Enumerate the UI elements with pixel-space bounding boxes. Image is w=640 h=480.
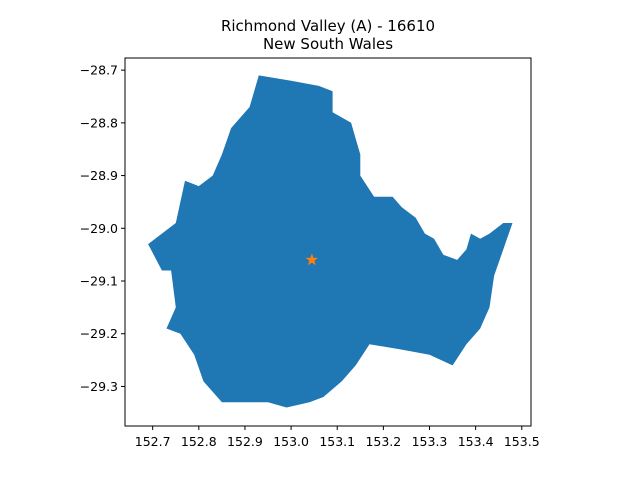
y-tick-label: −28.7 xyxy=(80,63,118,78)
x-tick-label: 153.2 xyxy=(365,434,401,449)
x-tick-label: 153.5 xyxy=(504,434,540,449)
x-tick-label: 153.1 xyxy=(319,434,355,449)
y-tick-label: −29.3 xyxy=(80,379,118,394)
map-title: Richmond Valley (A) - 16610 xyxy=(221,17,435,35)
x-tick-label: 152.7 xyxy=(135,434,171,449)
y-tick-label: −28.9 xyxy=(80,168,118,183)
y-tick-label: −29.1 xyxy=(80,274,118,289)
region-polygon xyxy=(148,75,513,408)
x-tick-label: 152.9 xyxy=(227,434,263,449)
x-axis: 152.7 152.8 152.9 153.0 153.1 153.2 153.3 153.4… xyxy=(135,426,540,449)
axes-frame xyxy=(124,57,532,427)
x-tick-label: 153.4 xyxy=(458,434,494,449)
y-axis: −28.7 −28.8 −28.9 −29.0 −29.1 −29.2 −29.3 xyxy=(80,63,125,394)
y-tick-label: −28.8 xyxy=(80,115,118,130)
y-tick-label: −29.0 xyxy=(80,221,118,236)
x-tick-label: 153.3 xyxy=(412,434,448,449)
centroid-star-marker xyxy=(305,253,318,266)
map-subtitle: New South Wales xyxy=(263,35,393,53)
y-tick-label: −29.2 xyxy=(80,326,118,341)
x-tick-label: 153.0 xyxy=(273,434,309,449)
x-tick-label: 152.8 xyxy=(181,434,217,449)
